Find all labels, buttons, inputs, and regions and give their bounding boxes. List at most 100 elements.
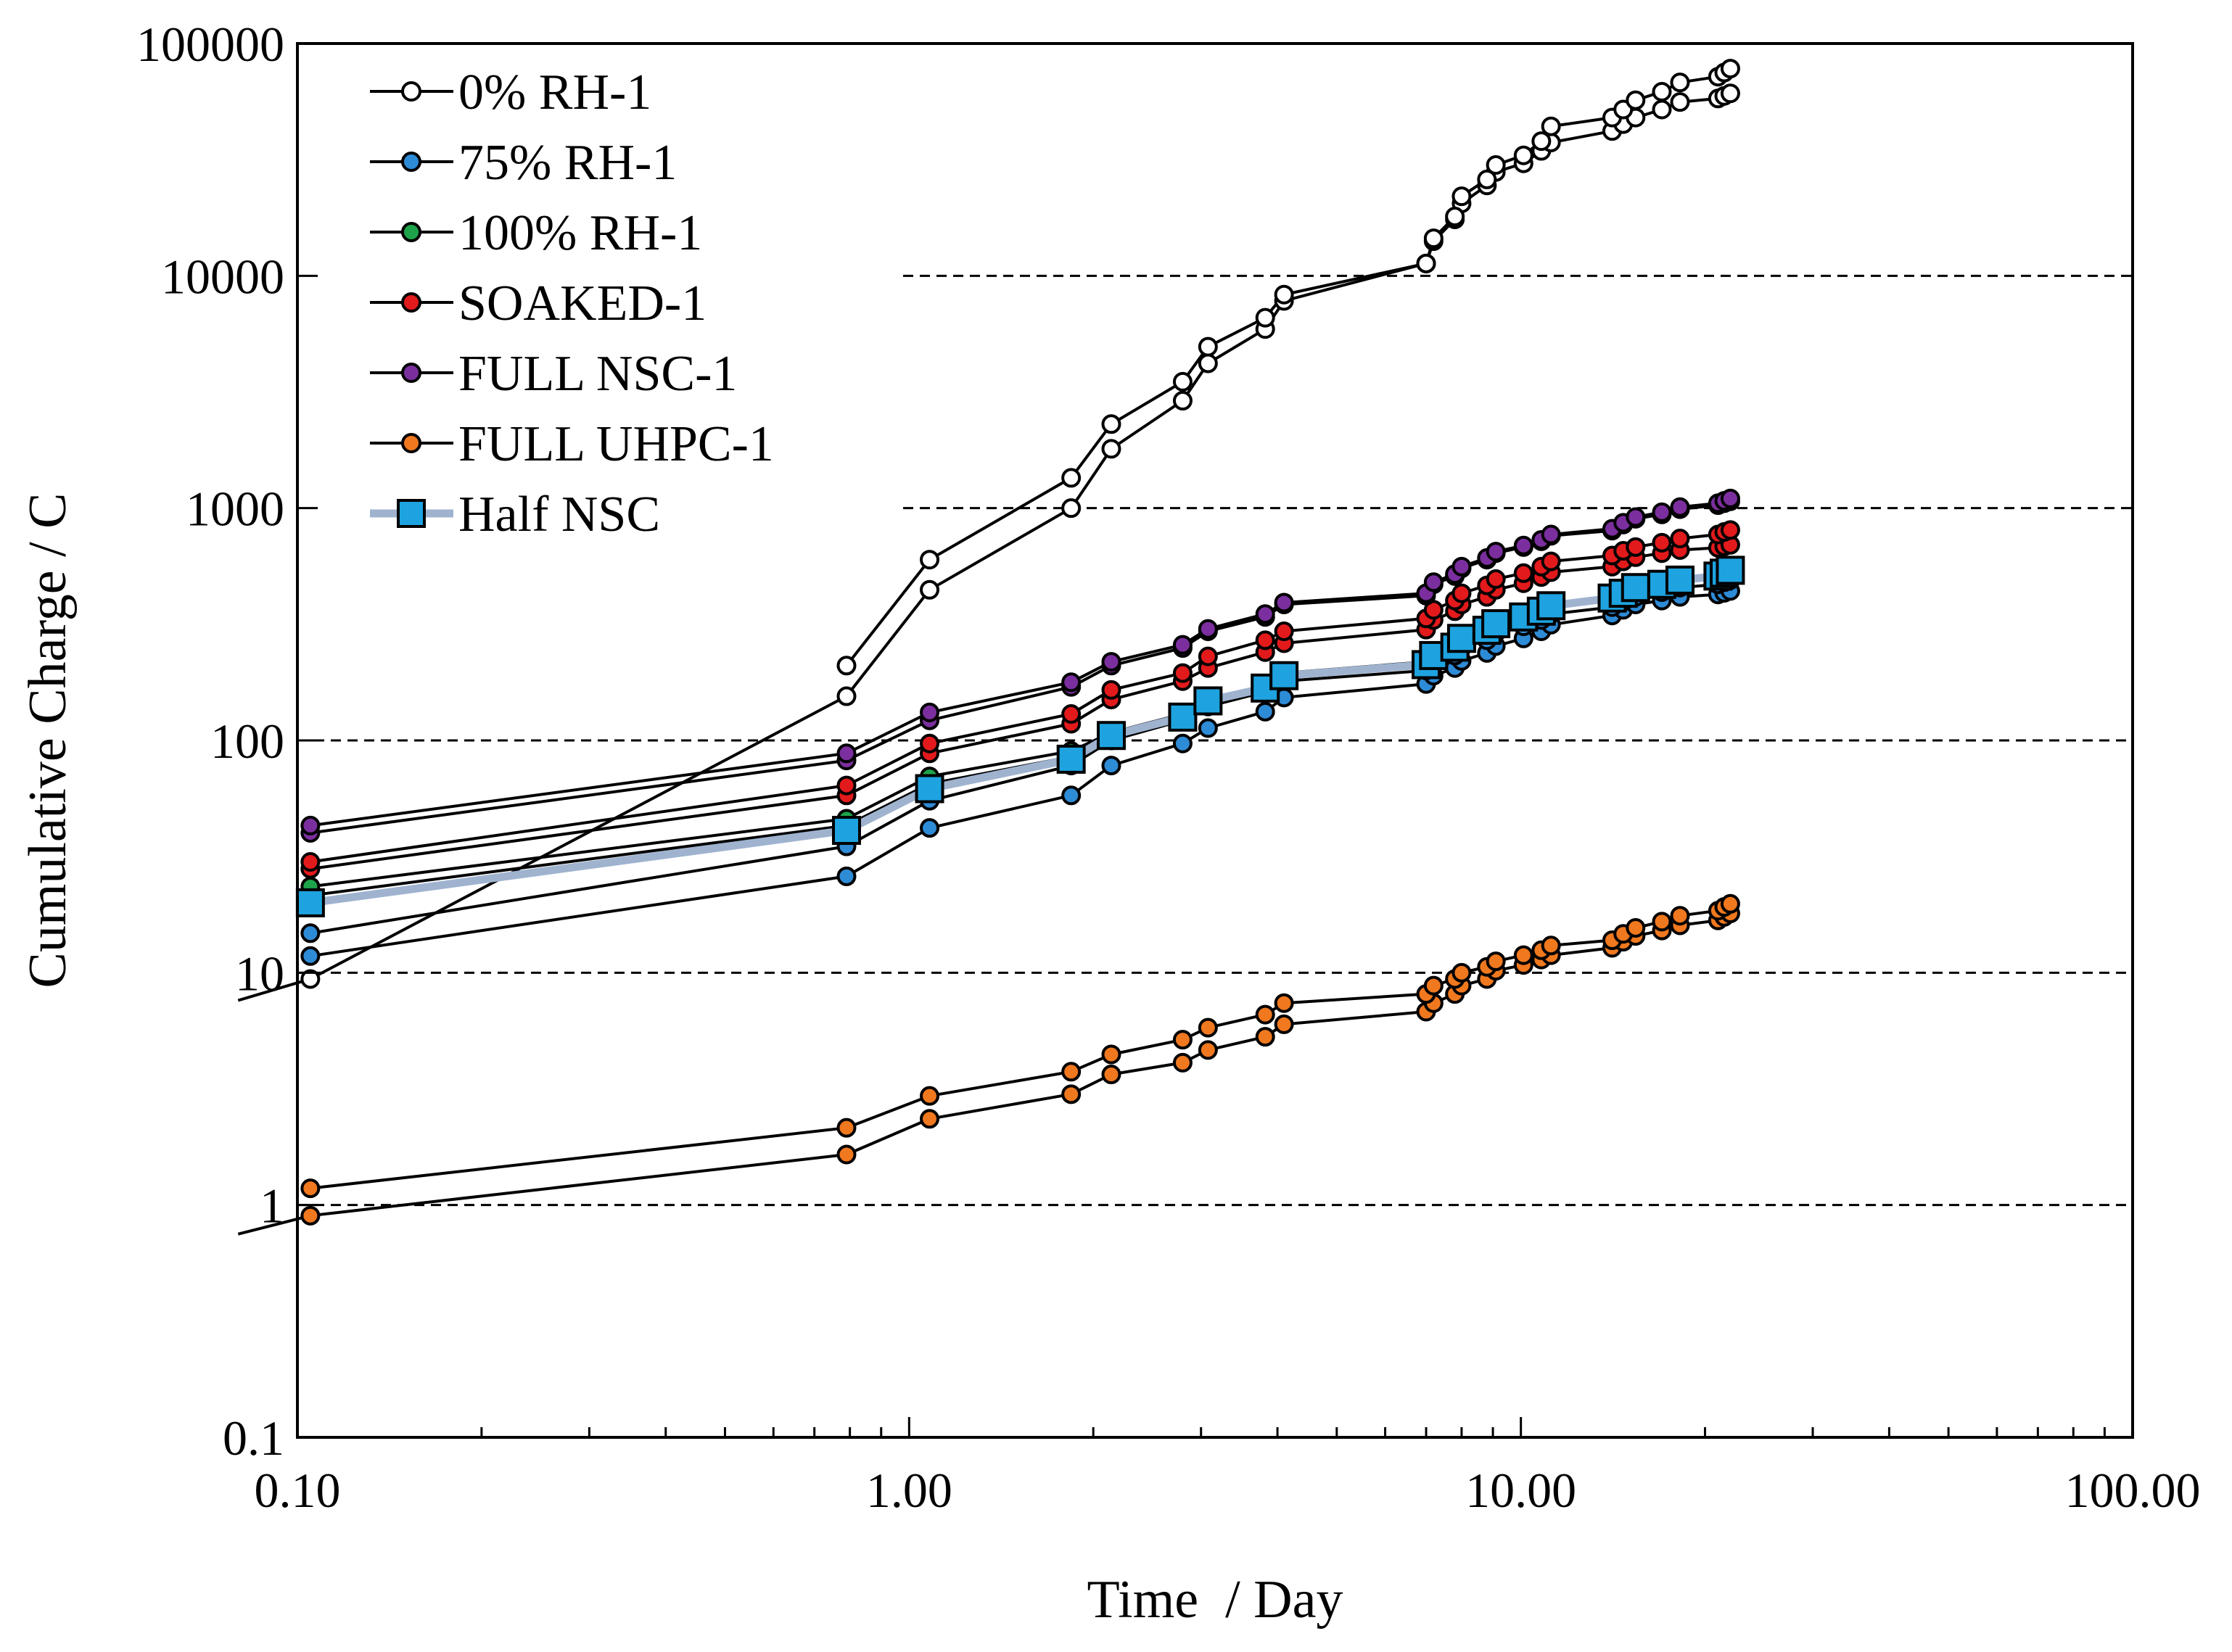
data-point <box>300 851 321 872</box>
data-point <box>1056 744 1086 774</box>
legend-item: 75% RH-1 <box>370 135 677 191</box>
data-point <box>1536 591 1566 621</box>
data-point <box>1172 1052 1193 1073</box>
legend-label: 100% RH-1 <box>458 205 702 261</box>
data-point <box>1720 83 1740 104</box>
data-point <box>1423 228 1444 249</box>
series-full-nsc-1 <box>300 488 1740 843</box>
data-point <box>836 656 857 676</box>
y-tick-label: 10000 <box>161 249 284 304</box>
legend-label: FULL NSC-1 <box>458 346 737 402</box>
x-axis-title: Time / Day <box>1087 1570 1343 1630</box>
legend-item: 100% RH-1 <box>370 205 702 261</box>
data-point <box>1720 488 1740 508</box>
data-point <box>1477 169 1497 189</box>
data-point <box>1446 624 1476 653</box>
data-point <box>1061 672 1082 693</box>
data-point <box>1168 702 1198 732</box>
legend-label: 0% RH-1 <box>458 65 651 120</box>
data-point <box>300 923 321 943</box>
legend-item: FULL UHPC-1 <box>370 416 774 472</box>
data-point <box>1720 520 1740 540</box>
data-point <box>1416 253 1436 273</box>
legend-label: Half NSC <box>458 487 660 542</box>
data-point <box>1172 1030 1193 1050</box>
y-tick-label: 10 <box>235 946 284 1001</box>
data-point <box>1198 646 1218 666</box>
data-point <box>1061 1062 1082 1082</box>
data-point <box>1269 661 1299 690</box>
data-point <box>1541 936 1561 956</box>
data-point <box>1101 414 1121 434</box>
series-half-nsc <box>295 556 1745 917</box>
y-tick-label: 1000 <box>186 482 284 537</box>
data-point <box>920 1109 940 1129</box>
data-point <box>1626 507 1646 527</box>
legend-item: SOAKED-1 <box>370 276 707 331</box>
data-point <box>1670 73 1690 93</box>
data-point <box>1274 284 1294 305</box>
legend-marker <box>401 222 421 242</box>
data-point <box>1198 336 1218 357</box>
y-tick-label: 1 <box>260 1178 284 1234</box>
data-point <box>300 946 321 966</box>
data-point <box>1513 945 1533 965</box>
data-point <box>1061 468 1082 488</box>
data-point <box>1652 502 1672 522</box>
data-point <box>1531 131 1552 152</box>
data-point <box>1172 371 1193 392</box>
data-point <box>1665 565 1694 595</box>
legend-label: SOAKED-1 <box>458 276 707 331</box>
data-point <box>1255 701 1275 722</box>
series-0-rh-1 <box>237 59 1740 1002</box>
data-point <box>1670 92 1690 112</box>
data-point <box>920 579 940 600</box>
data-point <box>1626 917 1646 938</box>
data-point <box>920 550 940 570</box>
y-tick-label: 0.1 <box>223 1411 284 1466</box>
data-point <box>1451 962 1472 983</box>
x-tick-label: 10.00 <box>1465 1463 1576 1518</box>
data-point <box>1720 59 1740 79</box>
y-tick-label: 100 <box>210 714 284 769</box>
data-point <box>1423 975 1444 996</box>
data-point <box>1193 686 1223 716</box>
legend-marker <box>397 499 426 528</box>
data-point <box>1652 82 1672 102</box>
legend-marker <box>401 363 421 383</box>
data-point <box>1451 186 1472 207</box>
axis-layer: 0.10 1.00 10.00 100.00 0.1 1 10 100 1000 10000 100… <box>136 17 2201 1518</box>
data-point <box>1626 90 1646 110</box>
y-tick-label: 100000 <box>136 17 284 72</box>
series-line <box>310 902 1731 1190</box>
legend-item: FULL NSC-1 <box>370 346 737 402</box>
data-point <box>836 743 857 764</box>
data-point <box>1172 663 1193 683</box>
data-point <box>1101 1065 1121 1085</box>
data-point <box>1172 391 1193 411</box>
data-point <box>1061 704 1082 724</box>
data-point <box>1486 154 1506 175</box>
data-point <box>1670 906 1690 926</box>
data-point <box>836 866 857 886</box>
data-point <box>1274 993 1294 1013</box>
legend: 0% RH-1 75% RH-1 100% RH-1 SOAKED-1 FULL NSC… <box>370 65 774 542</box>
x-tick-label: 100.00 <box>2065 1463 2201 1518</box>
data-point <box>831 816 861 846</box>
data-point <box>1626 537 1646 557</box>
data-point <box>1451 583 1472 603</box>
series-line <box>845 67 1731 667</box>
data-point <box>295 888 325 917</box>
x-tick-label: 0.10 <box>255 1463 341 1518</box>
data-point <box>300 969 321 989</box>
data-point <box>1652 99 1672 120</box>
data-point <box>1481 609 1511 639</box>
data-point <box>1172 733 1193 753</box>
data-point <box>1541 524 1561 545</box>
data-point <box>1255 1027 1275 1047</box>
series-soaked-1 <box>300 520 1740 879</box>
grid-layer <box>297 274 2133 1207</box>
data-point <box>1198 718 1218 738</box>
y-axis-title: Cumulative Charge / C <box>18 492 78 988</box>
